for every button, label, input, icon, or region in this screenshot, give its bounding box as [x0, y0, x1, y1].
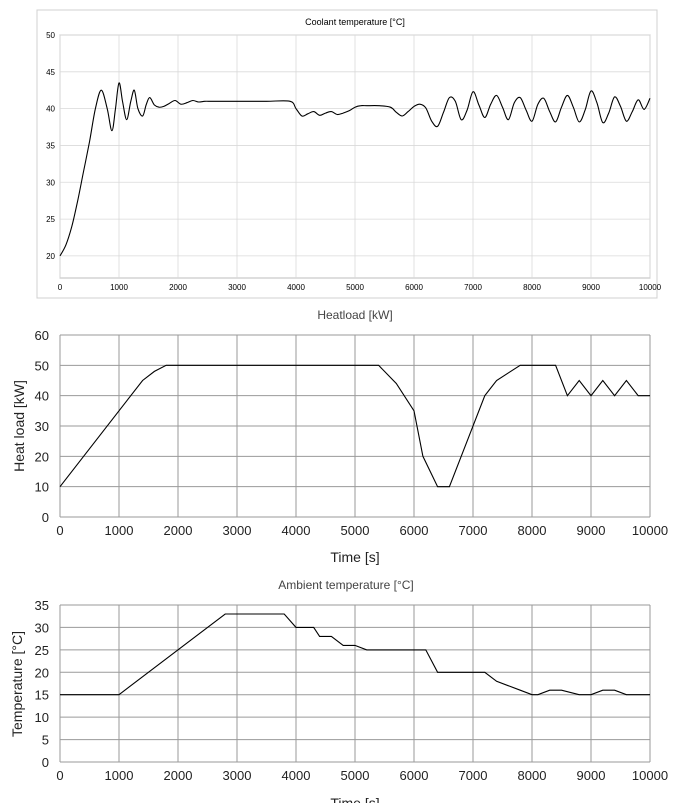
chart1-y-tick-label: 40: [46, 105, 55, 114]
chart3-y-tick-label: 25: [35, 643, 49, 658]
chart3-x-tick-label: 9000: [577, 768, 606, 783]
chart1-x-tick-label: 5000: [346, 283, 364, 292]
chart2-y-tick-label: 10: [35, 480, 49, 495]
chart1-x-tick-label: 8000: [523, 283, 541, 292]
chart1-y-tick-label: 20: [46, 252, 55, 261]
chart2-x-tick-label: 6000: [400, 523, 429, 538]
coolant-temperature-chart: Coolant temperature [°C] 0 1000 2000 3000 40…: [36, 9, 662, 299]
chart3-y-axis-label: Temperature [°C]: [9, 631, 25, 737]
ambient-temperature-chart: Ambient temperature [°C] Time [s] Temper…: [9, 578, 668, 803]
chart2-x-tick-label: 3000: [223, 523, 252, 538]
chart1-title: Coolant temperature [°C]: [305, 17, 405, 27]
chart1-x-tick-label: 3000: [228, 283, 246, 292]
chart2-x-tick-label: 1000: [105, 523, 134, 538]
chart2-y-tick-label: 20: [35, 449, 49, 464]
chart3-x-tick-label: 1000: [105, 768, 134, 783]
chart2-x-tick-label: 7000: [459, 523, 488, 538]
chart1-x-tick-label: 4000: [287, 283, 305, 292]
chart1-y-tick-label: 50: [46, 31, 55, 40]
chart3-y-tick-label: 20: [35, 665, 49, 680]
heatload-series-line: [59, 364, 650, 488]
chart3-y-tick-label: 5: [42, 733, 49, 748]
chart1-y-tick-label: 30: [46, 178, 55, 187]
chart2-x-tick-label: 4000: [282, 523, 311, 538]
chart1-y-tick-label: 35: [46, 141, 55, 150]
chart2-x-tick-label: 9000: [577, 523, 606, 538]
chart1-y-tick-label: 45: [46, 68, 55, 77]
chart2-y-tick-label: 30: [35, 419, 49, 434]
chart2-title: Heatload [kW]: [317, 308, 392, 322]
chart1-outer-frame: [36, 9, 658, 299]
chart3-y-tick-label: 15: [35, 688, 49, 703]
chart3-y-tick-label: 30: [35, 620, 49, 635]
ambient-series-line: [60, 613, 650, 696]
chart3-x-tick-label: 5000: [341, 768, 370, 783]
coolant-series-line: [59, 82, 651, 257]
chart3-x-tick-label: 7000: [459, 768, 488, 783]
chart1-x-tick-label: 2000: [169, 283, 187, 292]
heatload-chart: Heatload [kW] Time [s] Heat load [kW] 0 1…: [11, 308, 668, 565]
chart3-y-tick-label: 10: [35, 710, 49, 725]
chart1-x-tick-label: 10000: [639, 283, 662, 292]
chart1-y-tick-label: 25: [46, 215, 55, 224]
chart2-x-tick-label: 2000: [164, 523, 193, 538]
chart1-x-tick-label: 0: [58, 283, 63, 292]
chart2-x-tick-label: 10000: [632, 523, 668, 538]
chart3-x-axis-label: Time [s]: [330, 795, 379, 803]
chart3-x-tick-label: 8000: [518, 768, 547, 783]
chart1-x-tick-label: 6000: [405, 283, 423, 292]
chart1-x-tick-label: 9000: [582, 283, 600, 292]
chart2-y-tick-label: 50: [35, 358, 49, 373]
chart3-y-tick-label: 0: [42, 755, 49, 770]
chart3-x-tick-label: 4000: [282, 768, 311, 783]
chart3-x-tick-label: 3000: [223, 768, 252, 783]
chart2-x-tick-label: 5000: [341, 523, 370, 538]
chart2-y-tick-label: 60: [35, 328, 49, 343]
chart2-y-tick-label: 40: [35, 389, 49, 404]
chart3-x-tick-label: 2000: [164, 768, 193, 783]
chart1-x-tick-label: 1000: [110, 283, 128, 292]
chart3-x-tick-label: 0: [56, 768, 63, 783]
chart2-x-axis-label: Time [s]: [330, 549, 379, 565]
chart2-y-axis-label: Heat load [kW]: [11, 380, 27, 472]
chart3-title: Ambient temperature [°C]: [278, 578, 414, 592]
chart2-x-tick-label: 0: [56, 523, 63, 538]
chart3-y-tick-label: 35: [35, 598, 49, 613]
chart2-x-tick-label: 8000: [518, 523, 547, 538]
chart3-x-tick-label: 10000: [632, 768, 668, 783]
chart2-y-tick-label: 0: [42, 510, 49, 525]
chart1-x-tick-label: 7000: [464, 283, 482, 292]
chart3-x-tick-label: 6000: [400, 768, 429, 783]
